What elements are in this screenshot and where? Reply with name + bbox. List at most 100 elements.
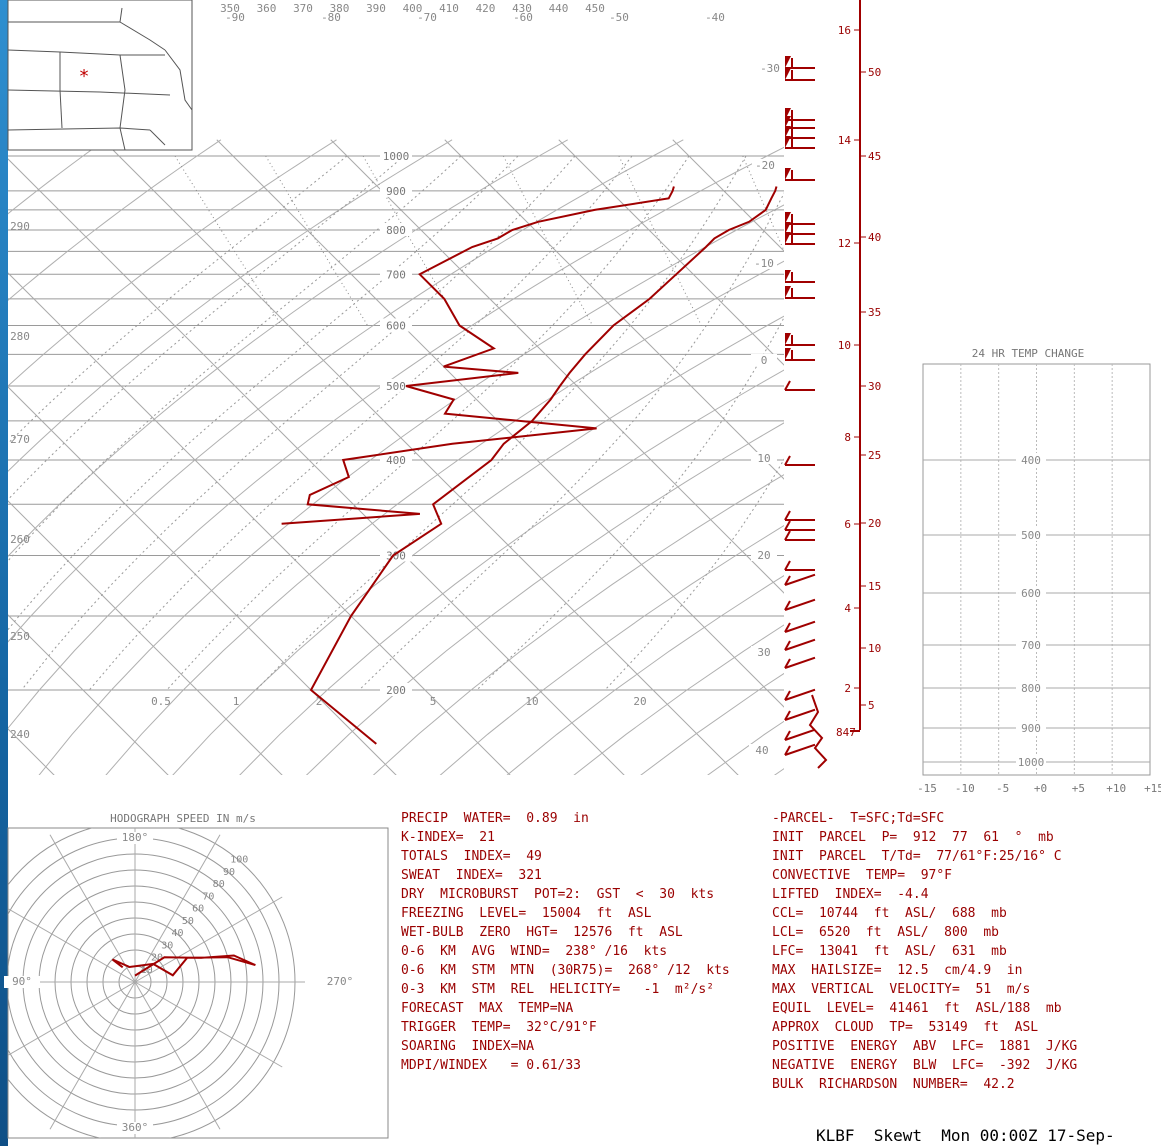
wind-barb [784,728,816,741]
wind-barb-staff [784,638,816,651]
wind-barb [784,455,815,466]
wind-barb [785,56,815,69]
wind-barb-flag [785,68,791,80]
moist-adiabat [8,155,462,562]
hodograph-spoke [134,981,283,1068]
temp-change-pressure-label: 900 [1021,722,1041,735]
temp-change-pressure-label: 400 [1021,454,1041,467]
wind-barb [785,68,815,81]
wind-barb [784,743,816,756]
hodograph-speed-label: 50 [182,916,194,927]
hodograph-speed-label: 30 [161,940,173,951]
temp-change-x-label: -15 [917,782,937,795]
wind-barb-flag [785,270,791,282]
theta-label-left: 280 [10,330,30,343]
temp-label-top: -80 [321,11,341,24]
pressure-label-bg [380,148,412,162]
wind-barb-feather [784,622,791,633]
wind-barb-staff [784,620,816,633]
dry-adiabat [38,204,784,775]
hodograph-speed-label: 90 [223,867,235,878]
temp-change-title: 24 HR TEMP CHANGE [972,347,1085,360]
mixing-ratio-line [174,155,283,326]
wind-barb-staff [784,708,816,721]
wind-barb-feather [784,600,791,611]
theta-label-left: 250 [10,630,30,643]
temp-label-top: -60 [513,11,533,24]
dry-adiabat [8,139,453,472]
hodograph-speed-label: 80 [213,879,225,890]
pressure-label: 800 [386,224,406,237]
temp-change-label-bg [1016,453,1046,466]
hodograph-title: HODOGRAPH SPEED IN m/s [110,812,256,825]
left-stability-indices: PRECIP WATER= 0.89 in K-INDEX= 21 TOTALS I… [401,809,730,1075]
wind-barb [784,598,816,611]
wind-barb [785,333,815,346]
wind-barb-staff [784,598,816,611]
isotherm-line [8,500,283,775]
mixing-ratio-label: 20 [633,695,646,708]
mixing-ratio-line [265,155,369,326]
mixing-ratio-line [742,155,784,252]
hodograph-direction-label: 180° [122,831,149,844]
theta-label-top: 390 [366,2,386,15]
dewpoint-profile-line [281,186,675,525]
state-boundary [59,89,63,129]
pressure-label: 400 [386,454,406,467]
wind-barb-flag [785,286,791,298]
temp-change-pressure-label: 800 [1021,682,1041,695]
pressure-label-bg [380,683,412,696]
isotherm-line [8,386,397,775]
theta-label-left: 290 [10,220,30,233]
isotherm-label-bg [749,744,775,756]
location-map-frame [7,0,193,151]
left-stat-line: 0-3 KM STM REL HELICITY= -1 m²/s² [401,982,715,997]
wind-barb-flag [785,116,791,128]
chart-type: Skewt [873,1126,922,1145]
hodograph-speed-label: 100 [230,854,248,865]
right-stat-line: LIFTED INDEX= -4.4 [772,887,929,902]
hodograph-speed-label: 70 [202,891,214,902]
isotherm-label: 30 [757,646,770,659]
chart-footer: KLBF Skewt Mon 00:00Z 17-Sep- [816,1126,1115,1145]
pressure-label-bg [380,223,412,236]
mixing-ratio-label: 2 [316,695,323,708]
wind-barb-feather [784,520,791,531]
dry-adiabat [8,146,784,729]
right-stat-line: LCL= 6520 ft ASL/ 800 mb [772,925,999,940]
dry-adiabat [305,422,784,775]
dry-adiabat [8,139,684,643]
isotherm-line [8,614,169,775]
dry-adiabat [105,260,784,775]
right-stat-line: MAX HAILSIZE= 12.5 cm/4.9 in [772,963,1023,978]
height-kft-label: 15 [868,580,881,593]
theta-label-top: 350 [220,2,240,15]
right-stat-line: EQUIL LEVEL= 41461 ft ASL/188 mb [772,1001,1062,1016]
theta-label-top: 410 [439,2,459,15]
height-km-label: 6 [844,518,851,531]
theta-label-left: 260 [10,533,30,546]
height-kft-label: 50 [868,66,881,79]
wind-barb [785,232,815,245]
hodograph-spoke [134,834,221,983]
moist-adiabat [358,192,784,691]
pressure-label: 500 [386,380,406,393]
temp-change-x-label: -10 [955,782,975,795]
hodograph-direction-bg [322,976,358,988]
theta-label-top: 430 [512,2,532,15]
hodograph-direction-bg [4,976,40,988]
wind-barb-staff [784,688,816,701]
state-boundary [164,49,193,111]
left-stat-line: MDPI/WINDEX = 0.61/33 [401,1058,582,1073]
isotherm-line [672,139,784,252]
isotherm-label: 40 [755,744,768,757]
hodograph-speed-label: 20 [151,953,163,964]
right-stat-line: CCL= 10744 ft ASL/ 688 mb [772,906,1007,921]
theta-label-top: 440 [549,2,569,15]
temp-label-top: -70 [417,11,437,24]
height-km-label: 14 [838,134,852,147]
dry-adiabat [172,315,784,775]
isotherm-line [330,139,784,594]
wind-barb [785,286,815,299]
